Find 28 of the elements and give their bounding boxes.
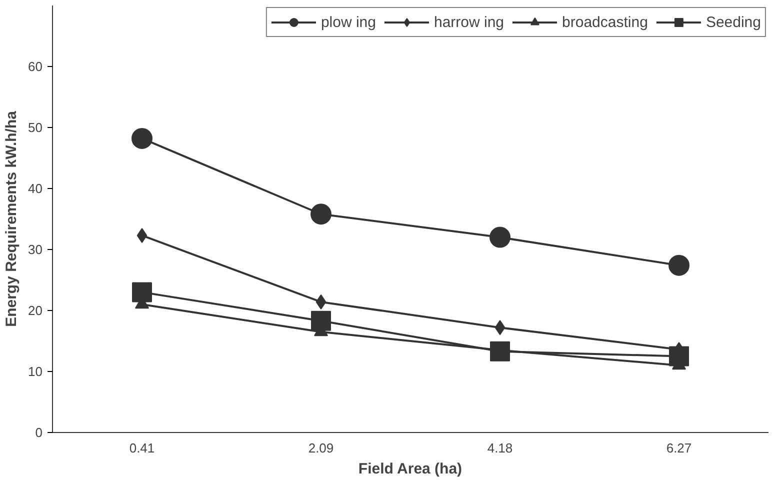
- point: [494, 320, 506, 336]
- point: [669, 346, 689, 366]
- legend-label: harrow ing: [434, 14, 504, 30]
- x-tick-label: 0.41: [129, 440, 155, 456]
- y-axis-title: Energy Requirements kW.h/ha: [3, 110, 20, 327]
- point: [310, 204, 332, 225]
- y-tick-label: 20: [28, 303, 43, 318]
- point: [668, 254, 690, 276]
- x-tick-label: 2.09: [308, 440, 334, 456]
- point: [490, 226, 510, 248]
- point: [311, 310, 331, 331]
- y-tick-label: 40: [28, 181, 43, 196]
- point: [490, 341, 510, 362]
- x-axis-title: Field Area (ha): [358, 460, 462, 478]
- y-tick-label: 30: [28, 242, 43, 257]
- x-tick-label: 6.27: [666, 440, 692, 456]
- legend-label: Seeding: [706, 14, 761, 30]
- point: [132, 128, 152, 149]
- y-tick-label: 0: [35, 425, 43, 440]
- legend-label: broadcasting: [562, 14, 648, 30]
- point: [316, 294, 326, 310]
- point: [136, 228, 148, 243]
- legend-label: plow ing: [320, 14, 376, 30]
- y-tick-label: 50: [28, 120, 43, 135]
- x-tick-label: 4.18: [487, 440, 513, 456]
- point: [132, 282, 152, 302]
- y-tick-label: 60: [28, 59, 43, 74]
- y-tick-label: 10: [28, 364, 43, 379]
